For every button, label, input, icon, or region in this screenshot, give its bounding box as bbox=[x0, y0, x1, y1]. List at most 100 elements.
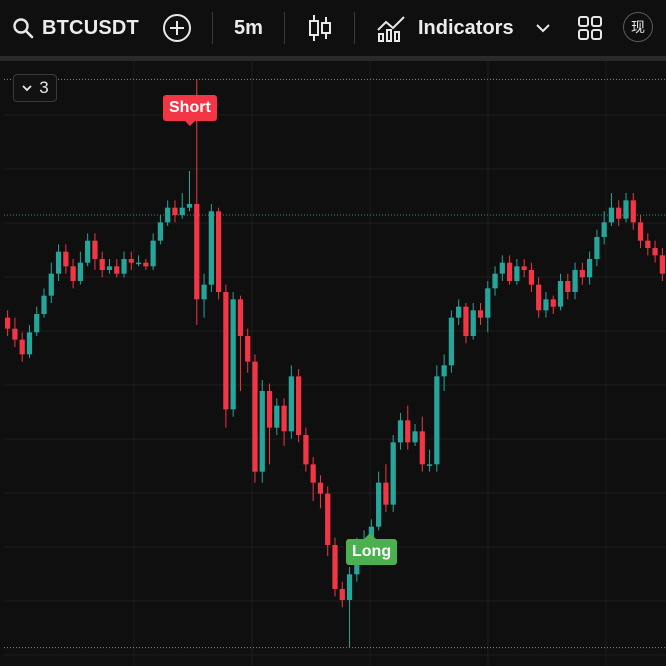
indicators-dropdown[interactable] bbox=[535, 0, 551, 56]
candle-body bbox=[390, 442, 396, 505]
candle-body bbox=[259, 391, 265, 472]
candle-body bbox=[310, 464, 316, 483]
layout-grid-icon bbox=[577, 15, 603, 41]
candle-body bbox=[215, 211, 222, 292]
candle-body bbox=[172, 207, 178, 215]
candle-body bbox=[623, 200, 629, 219]
candle-body bbox=[470, 310, 476, 336]
short-marker: Short bbox=[163, 95, 217, 121]
candle-body bbox=[463, 306, 469, 336]
long-marker: Long bbox=[346, 539, 398, 565]
candle-body bbox=[208, 211, 214, 285]
candle-body bbox=[412, 431, 418, 443]
avatar-text: 现 bbox=[631, 20, 645, 36]
candle-body bbox=[383, 482, 389, 505]
candle-body bbox=[477, 310, 484, 318]
candle-body bbox=[26, 332, 33, 355]
indicators-button[interactable]: Indicators bbox=[376, 0, 514, 56]
candle-body bbox=[165, 207, 171, 223]
candle-body bbox=[128, 259, 134, 263]
symbol-search[interactable]: BTCUSDT bbox=[12, 0, 139, 56]
candle-body bbox=[332, 545, 338, 589]
candle-body bbox=[303, 435, 309, 465]
candle-body bbox=[514, 266, 520, 281]
candle-body bbox=[230, 299, 236, 410]
chevron-down-icon bbox=[21, 83, 33, 93]
candle-body bbox=[485, 288, 491, 318]
candle-body bbox=[565, 281, 571, 292]
candle-body bbox=[630, 200, 636, 223]
candle-body bbox=[99, 259, 105, 270]
candle-body bbox=[645, 240, 651, 248]
candle-body bbox=[114, 266, 120, 274]
chart-pane[interactable] bbox=[4, 61, 666, 666]
candle-body bbox=[186, 204, 193, 208]
candle-body bbox=[557, 281, 564, 307]
toolbar-divider bbox=[284, 12, 285, 44]
long-marker-pointer bbox=[364, 533, 376, 539]
candle-body bbox=[121, 259, 127, 274]
chart-type-button[interactable] bbox=[308, 0, 332, 56]
interval-button[interactable]: 5m bbox=[234, 0, 263, 56]
chevron-down-icon bbox=[535, 22, 551, 34]
candle-body bbox=[325, 493, 331, 545]
candle-body bbox=[19, 339, 25, 355]
layout-button[interactable] bbox=[577, 0, 603, 56]
candle-body bbox=[601, 222, 607, 237]
candle-body bbox=[34, 314, 40, 333]
candle-body bbox=[5, 317, 11, 329]
candle-body bbox=[499, 262, 505, 274]
candle-body bbox=[77, 262, 84, 281]
candle-body bbox=[543, 299, 549, 311]
candle-body bbox=[405, 420, 411, 443]
candle-body bbox=[70, 266, 76, 281]
candle-body bbox=[368, 526, 374, 542]
candle-body bbox=[106, 266, 113, 270]
candle-body bbox=[179, 207, 185, 215]
candle-body bbox=[536, 284, 542, 311]
candle-body bbox=[201, 284, 207, 300]
candle-body bbox=[55, 251, 62, 274]
indicator-count: 3 bbox=[39, 78, 49, 97]
candle-body bbox=[194, 204, 200, 300]
candle-body bbox=[448, 317, 455, 366]
candle-body bbox=[637, 222, 644, 241]
short-marker-pointer bbox=[184, 120, 196, 126]
compare-symbol-button[interactable] bbox=[162, 0, 192, 56]
candle-body bbox=[317, 482, 324, 494]
candle-body bbox=[92, 240, 98, 259]
candle-body bbox=[492, 273, 498, 289]
candle-body bbox=[419, 431, 425, 465]
candle-body bbox=[63, 251, 69, 267]
candle-body bbox=[85, 240, 91, 263]
candle-body bbox=[397, 420, 404, 443]
candle-body bbox=[296, 376, 302, 435]
candles-icon bbox=[308, 13, 332, 43]
candle-body bbox=[550, 299, 556, 307]
top-toolbar: BTCUSDT 5m Indicators 现 bbox=[0, 0, 666, 56]
avatar[interactable]: 现 bbox=[623, 12, 653, 42]
candle-body bbox=[528, 270, 535, 285]
candle-body bbox=[506, 262, 513, 281]
candle-body bbox=[245, 336, 251, 362]
candle-body bbox=[12, 328, 18, 340]
candle-body bbox=[252, 361, 258, 472]
candle-body bbox=[48, 273, 54, 296]
candlestick-chart[interactable] bbox=[4, 61, 666, 666]
toolbar-divider bbox=[212, 12, 213, 44]
candle-body bbox=[594, 237, 600, 259]
collapse-indicators-button[interactable]: 3 bbox=[13, 74, 57, 102]
candle-body bbox=[135, 262, 142, 265]
candle-body bbox=[281, 405, 287, 432]
candle-body bbox=[288, 376, 294, 432]
candle-body bbox=[150, 240, 156, 267]
candle-body bbox=[223, 292, 229, 410]
candle-body bbox=[237, 299, 244, 336]
candle-body bbox=[586, 259, 593, 278]
candle-body bbox=[346, 574, 353, 600]
short-marker-label: Short bbox=[169, 99, 211, 116]
indicators-chart-icon bbox=[376, 14, 406, 42]
add-circle-icon bbox=[162, 13, 192, 43]
candle-body bbox=[426, 464, 433, 466]
long-marker-label: Long bbox=[352, 543, 392, 560]
